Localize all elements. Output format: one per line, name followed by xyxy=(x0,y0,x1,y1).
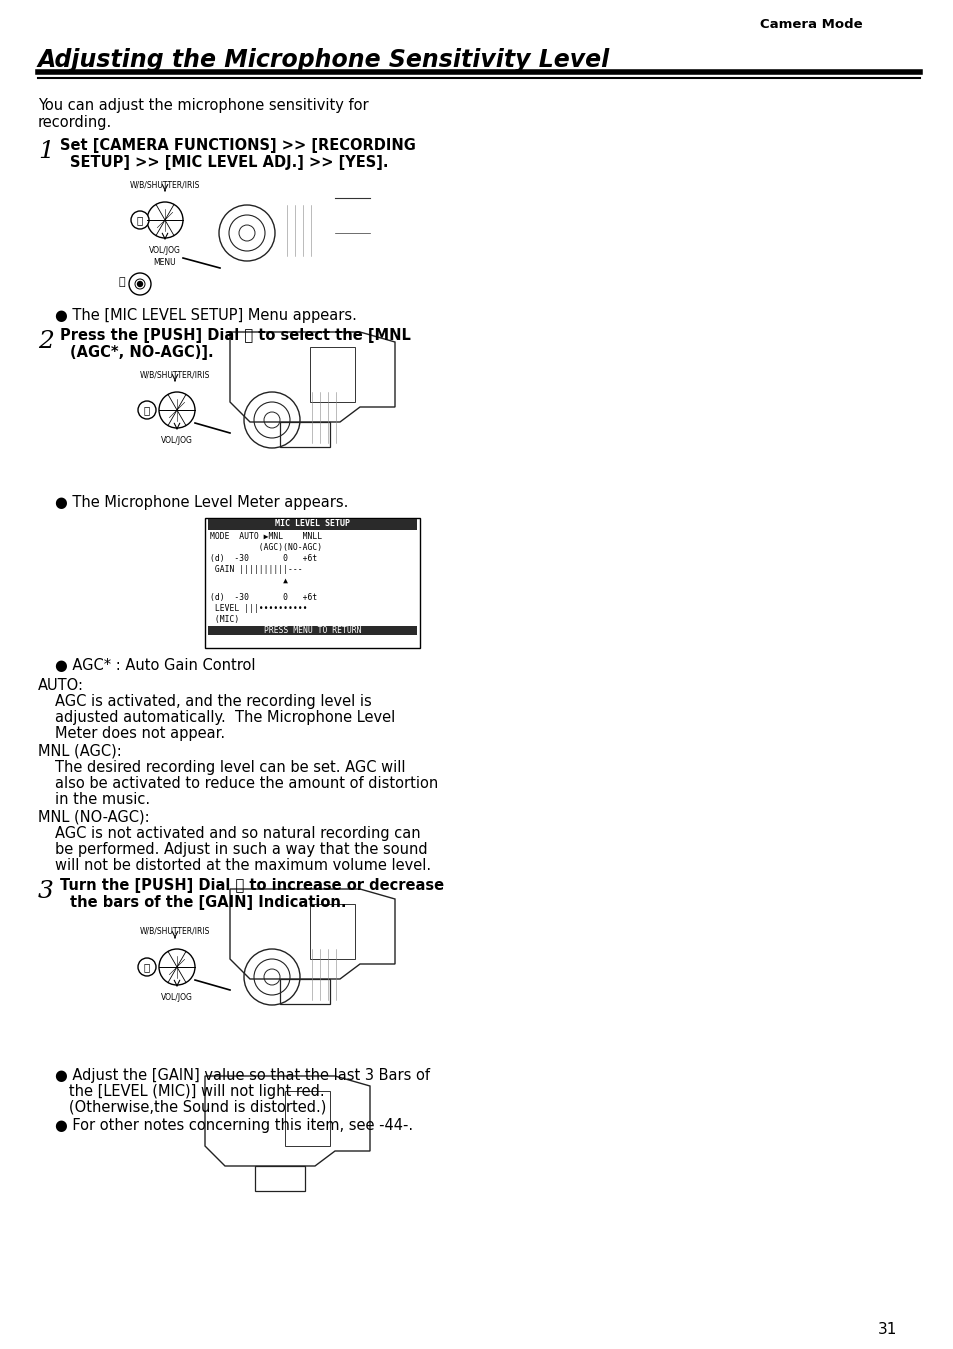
Text: W/B/SHUTTER/IRIS: W/B/SHUTTER/IRIS xyxy=(140,370,210,379)
Text: Set [CAMERA FUNCTIONS] >> [RECORDING: Set [CAMERA FUNCTIONS] >> [RECORDING xyxy=(60,138,416,152)
Text: (Otherwise,the Sound is distorted.): (Otherwise,the Sound is distorted.) xyxy=(55,1099,326,1116)
Text: ● The [MIC LEVEL SETUP] Menu appears.: ● The [MIC LEVEL SETUP] Menu appears. xyxy=(55,308,356,322)
Text: also be activated to reduce the amount of distortion: also be activated to reduce the amount o… xyxy=(55,776,437,791)
Text: ● The Microphone Level Meter appears.: ● The Microphone Level Meter appears. xyxy=(55,495,348,510)
Text: VOL/JOG: VOL/JOG xyxy=(161,993,193,1002)
Text: ⓓ: ⓓ xyxy=(144,962,150,973)
Text: (MIC): (MIC) xyxy=(210,615,239,625)
Text: MODE  AUTO ▶MNL    MNLL: MODE AUTO ▶MNL MNLL xyxy=(210,532,322,541)
Circle shape xyxy=(129,272,151,295)
Text: AUTO:: AUTO: xyxy=(38,679,84,693)
Text: MENU: MENU xyxy=(153,258,176,267)
Text: ⓗ: ⓗ xyxy=(118,277,125,287)
Text: VOL/JOG: VOL/JOG xyxy=(149,246,181,255)
Text: adjusted automatically.  The Microphone Level: adjusted automatically. The Microphone L… xyxy=(55,710,395,724)
Text: AGC is not activated and so natural recording can: AGC is not activated and so natural reco… xyxy=(55,826,420,840)
Text: 31: 31 xyxy=(877,1322,897,1337)
Text: AGC is activated, and the recording level is: AGC is activated, and the recording leve… xyxy=(55,693,372,710)
Text: (d)  -30       0   +6t: (d) -30 0 +6t xyxy=(210,554,317,563)
Text: W/B/SHUTTER/IRIS: W/B/SHUTTER/IRIS xyxy=(140,927,210,936)
Text: (AGC)(NO-AGC): (AGC)(NO-AGC) xyxy=(210,544,322,552)
Text: Meter does not appear.: Meter does not appear. xyxy=(55,726,225,741)
Bar xyxy=(205,518,419,648)
Text: VOL/JOG: VOL/JOG xyxy=(161,436,193,445)
Text: Turn the [PUSH] Dial ⓓ to increase or decrease: Turn the [PUSH] Dial ⓓ to increase or de… xyxy=(60,878,444,893)
Text: be performed. Adjust in such a way that the sound: be performed. Adjust in such a way that … xyxy=(55,842,427,857)
Text: Adjusting the Microphone Sensitivity Level: Adjusting the Microphone Sensitivity Lev… xyxy=(38,49,610,71)
Text: ● AGC* : Auto Gain Control: ● AGC* : Auto Gain Control xyxy=(55,658,255,673)
Text: Camera Mode: Camera Mode xyxy=(760,18,862,31)
Circle shape xyxy=(137,282,142,286)
Text: LEVEL |||••••••••••: LEVEL |||•••••••••• xyxy=(210,604,307,612)
Bar xyxy=(208,626,416,635)
Text: (AGC*, NO-AGC)].: (AGC*, NO-AGC)]. xyxy=(70,345,213,360)
Text: MNL (AGC):: MNL (AGC): xyxy=(38,745,122,759)
Text: 1: 1 xyxy=(38,140,53,163)
Text: You can adjust the microphone sensitivity for: You can adjust the microphone sensitivit… xyxy=(38,98,368,113)
Text: MNL (NO-AGC):: MNL (NO-AGC): xyxy=(38,809,150,826)
Text: 3: 3 xyxy=(38,880,53,902)
Text: GAIN ||||||||||---: GAIN ||||||||||--- xyxy=(210,565,302,575)
Text: MIC LEVEL SETUP: MIC LEVEL SETUP xyxy=(274,519,350,527)
Text: ⓓ: ⓓ xyxy=(136,214,143,225)
Bar xyxy=(208,519,416,530)
Text: The desired recording level can be set. AGC will: The desired recording level can be set. … xyxy=(55,759,405,774)
Text: the [LEVEL (MIC)] will not light red.: the [LEVEL (MIC)] will not light red. xyxy=(55,1085,324,1099)
Text: ⓓ: ⓓ xyxy=(144,405,150,415)
Text: in the music.: in the music. xyxy=(55,792,150,807)
Text: W/B/SHUTTER/IRIS: W/B/SHUTTER/IRIS xyxy=(130,179,200,189)
Circle shape xyxy=(138,401,156,420)
Text: SETUP] >> [MIC LEVEL ADJ.] >> [YES].: SETUP] >> [MIC LEVEL ADJ.] >> [YES]. xyxy=(70,155,388,170)
Text: recording.: recording. xyxy=(38,115,112,130)
Circle shape xyxy=(138,958,156,975)
Text: PRESS MENU TO RETURN: PRESS MENU TO RETURN xyxy=(263,626,361,635)
Text: Press the [PUSH] Dial ⓓ to select the [MNL: Press the [PUSH] Dial ⓓ to select the [M… xyxy=(60,328,411,343)
Text: ● Adjust the [GAIN] value so that the last 3 Bars of: ● Adjust the [GAIN] value so that the la… xyxy=(55,1068,430,1083)
Circle shape xyxy=(131,210,149,229)
Text: ▲: ▲ xyxy=(210,576,288,585)
Text: (d)  -30       0   +6t: (d) -30 0 +6t xyxy=(210,594,317,602)
Text: will not be distorted at the maximum volume level.: will not be distorted at the maximum vol… xyxy=(55,858,431,873)
Text: the bars of the [GAIN] Indication.: the bars of the [GAIN] Indication. xyxy=(70,894,346,911)
Text: ● For other notes concerning this item, see -44-.: ● For other notes concerning this item, … xyxy=(55,1118,413,1133)
Text: 2: 2 xyxy=(38,331,53,353)
